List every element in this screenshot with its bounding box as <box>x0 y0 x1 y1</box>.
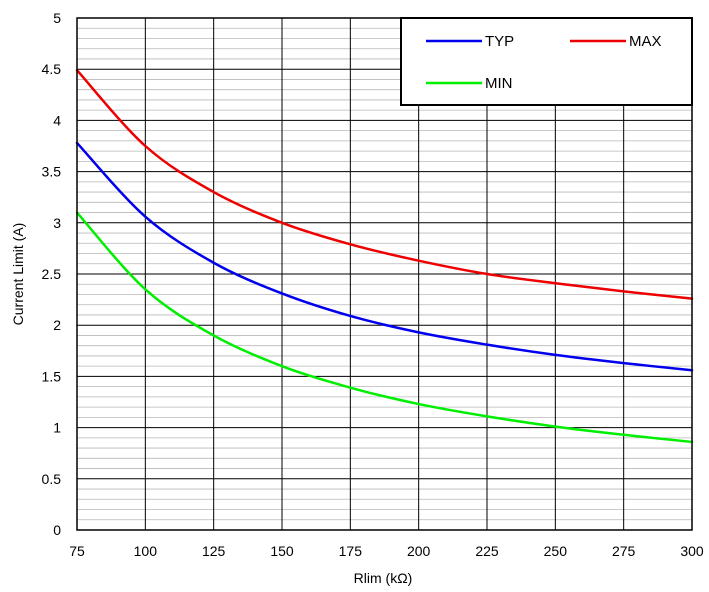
legend-box <box>400 17 693 106</box>
x-tick-label: 225 <box>475 543 499 559</box>
x-tick-label: 75 <box>69 543 85 559</box>
y-tick-label: 0.5 <box>42 471 62 487</box>
y-axis-label: Current Limit (A) <box>10 223 26 326</box>
y-tick-label: 4.5 <box>42 61 62 77</box>
y-tick-label: 3.5 <box>42 164 62 180</box>
x-tick-label: 175 <box>339 543 363 559</box>
y-tick-label: 2.5 <box>42 266 62 282</box>
series-layer <box>75 68 694 444</box>
x-tick-label: 275 <box>612 543 636 559</box>
x-tick-label: 250 <box>544 543 568 559</box>
legend-label-min: MIN <box>485 75 513 92</box>
y-tick-labels: 0 0.5 1 1.5 2 2.5 3 3.5 4 4.5 5 <box>42 10 62 538</box>
legend: TYP MAX MIN <box>400 17 693 106</box>
x-tick-labels: 75 100 125 150 175 200 225 250 275 300 <box>69 543 704 559</box>
series-line-max <box>75 68 694 300</box>
plot-frame <box>76 17 693 531</box>
legend-label-max: MAX <box>629 33 662 50</box>
y-tick-label: 4 <box>53 112 61 128</box>
x-tick-label: 300 <box>680 543 704 559</box>
y-tick-label: 1 <box>53 420 61 436</box>
legend-label-typ: TYP <box>485 33 514 50</box>
y-tick-label: 1.5 <box>42 368 62 384</box>
y-tick-label: 0 <box>53 522 61 538</box>
series-line-typ <box>75 141 694 372</box>
x-tick-label: 100 <box>134 543 158 559</box>
x-tick-label: 125 <box>202 543 226 559</box>
series-line-min <box>75 211 694 444</box>
y-tick-label: 5 <box>53 10 61 26</box>
y-tick-label: 2 <box>53 317 61 333</box>
y-tick-label: 3 <box>53 215 61 231</box>
x-tick-label: 150 <box>270 543 294 559</box>
x-axis-label: Rlim (kΩ) <box>354 570 413 586</box>
x-tick-label: 200 <box>407 543 431 559</box>
